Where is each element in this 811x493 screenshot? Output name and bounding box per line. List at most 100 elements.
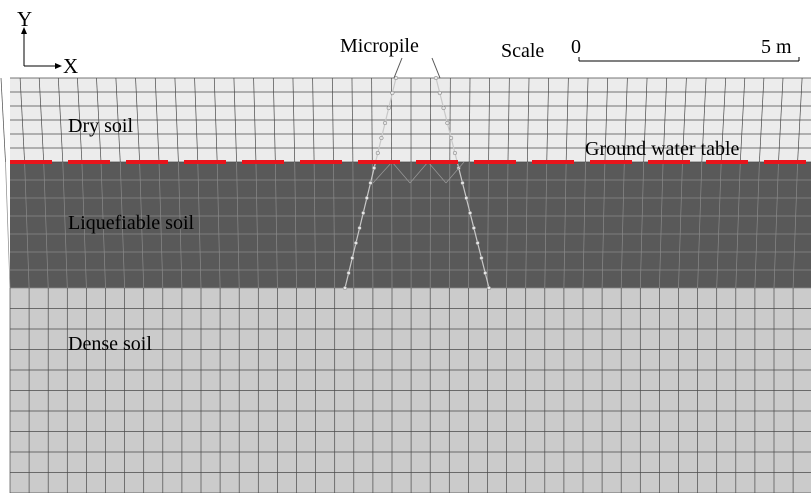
mesh-vertical-line — [43, 161, 49, 289]
liquefiable-soil-layer — [10, 162, 811, 288]
mesh-vertical-line — [701, 77, 707, 163]
mesh-vertical-line — [351, 77, 354, 163]
mesh-vertical-line — [77, 77, 83, 163]
mesh-vertical-line — [527, 77, 530, 163]
pile-cap-brace — [445, 161, 465, 184]
mesh-vertical-line — [0, 77, 6, 163]
mesh-vertical-line — [525, 161, 528, 289]
mesh-vertical-line — [178, 161, 183, 289]
ground-water-table-label: Ground water table — [585, 138, 740, 160]
micropile-node — [386, 105, 391, 111]
micropile-node — [479, 255, 484, 261]
mesh-vertical-line — [585, 77, 589, 163]
mesh-vertical-line — [19, 77, 25, 163]
mesh-vertical-line — [797, 77, 803, 163]
mesh-vertical-line — [773, 161, 779, 289]
mesh-vertical-line — [371, 77, 373, 163]
pile-cap-brace — [409, 161, 429, 184]
mesh-vertical-line — [601, 161, 606, 289]
mesh-vertical-line — [96, 77, 102, 163]
micropile-node — [464, 195, 469, 201]
mesh-vertical-line — [139, 161, 145, 289]
mesh-vertical-line — [194, 77, 199, 163]
dense-soil-label: Dense soil — [68, 333, 152, 355]
axis-indicator: Y X — [17, 7, 78, 78]
mesh-vertical-line — [115, 77, 121, 163]
mesh-vertical-line — [563, 161, 567, 289]
mesh-vertical-line — [604, 77, 609, 163]
mesh-vertical-line — [333, 161, 336, 289]
micropile-node — [346, 270, 351, 276]
micropile-node — [383, 120, 388, 126]
mesh-vertical-line — [233, 77, 237, 163]
mesh-vertical-line — [38, 77, 45, 163]
scale-label: Scale — [501, 40, 544, 62]
micropile-node — [449, 135, 454, 141]
mesh-vertical-line — [582, 161, 586, 289]
mesh-vertical-line — [158, 161, 164, 289]
micropile-node — [483, 270, 488, 276]
x-axis-label: X — [63, 54, 78, 78]
mesh-vertical-line — [778, 77, 784, 163]
scale-start-value: 0 — [571, 36, 581, 58]
mesh-vertical-line — [620, 161, 625, 289]
mesh-vertical-line — [331, 77, 334, 163]
mesh-vertical-line — [678, 161, 683, 289]
micropile-node — [475, 240, 480, 246]
micropile-node — [486, 285, 492, 291]
mesh-vertical-line — [659, 161, 664, 289]
finite-element-mesh — [0, 77, 811, 493]
pile-cap-brace — [391, 161, 411, 184]
mesh-vertical-line — [792, 161, 798, 289]
pile-cap-brace — [427, 161, 447, 184]
micropile-leader-left — [393, 57, 403, 79]
dry-soil-label: Dry soil — [68, 115, 133, 137]
mesh-vertical-line — [294, 161, 297, 289]
mesh-vertical-line — [623, 77, 628, 163]
mesh-vertical-line — [154, 77, 160, 163]
pile-cap-brace — [372, 161, 393, 184]
liquefiable-soil-label: Liquefiable soil — [68, 212, 195, 234]
micropile-node — [390, 90, 395, 96]
mesh-vertical-line — [488, 77, 491, 163]
mesh-vertical-line — [5, 161, 11, 289]
mesh-vertical-line — [546, 77, 550, 163]
micropile-node — [437, 90, 442, 96]
mesh-vertical-line — [174, 77, 179, 163]
y-axis-label: Y — [17, 7, 32, 31]
mesh-vertical-line — [213, 77, 218, 163]
mesh-vertical-line — [312, 77, 315, 163]
micropile-label: Micropile — [340, 35, 419, 57]
mesh-vertical-line — [735, 161, 741, 289]
mesh-vertical-line — [449, 77, 451, 163]
mesh-vertical-line — [62, 161, 68, 289]
micropile-node — [441, 105, 446, 111]
mesh-vertical-line — [292, 77, 296, 163]
mesh-vertical-line — [100, 161, 106, 289]
micropile-node — [353, 240, 358, 246]
micropile-node — [357, 225, 362, 231]
mesh-vertical-line — [448, 161, 451, 289]
mesh-vertical-line — [720, 77, 727, 163]
mesh-vertical-line — [682, 77, 687, 163]
mesh-vertical-line — [272, 77, 276, 163]
scale-end-value: 5 m — [761, 36, 792, 58]
micropile-node — [460, 180, 465, 186]
mesh-vertical-line — [135, 77, 140, 163]
mesh-vertical-line — [487, 161, 489, 289]
mesh-vertical-line — [507, 77, 510, 163]
mesh-vertical-line — [643, 77, 648, 163]
micropile-node — [372, 165, 377, 171]
mesh-vertical-line — [565, 77, 569, 163]
mesh-vertical-line — [639, 161, 645, 289]
mesh-vertical-line — [468, 161, 470, 289]
micropile-node — [364, 195, 369, 201]
mesh-vertical-line — [716, 161, 722, 289]
mesh-vertical-line — [759, 77, 765, 163]
micropile-node — [452, 150, 457, 156]
mesh-vertical-line — [506, 161, 509, 289]
mesh-vertical-line — [255, 161, 259, 289]
mesh-vertical-line — [119, 161, 125, 289]
micropile-node — [361, 210, 366, 216]
